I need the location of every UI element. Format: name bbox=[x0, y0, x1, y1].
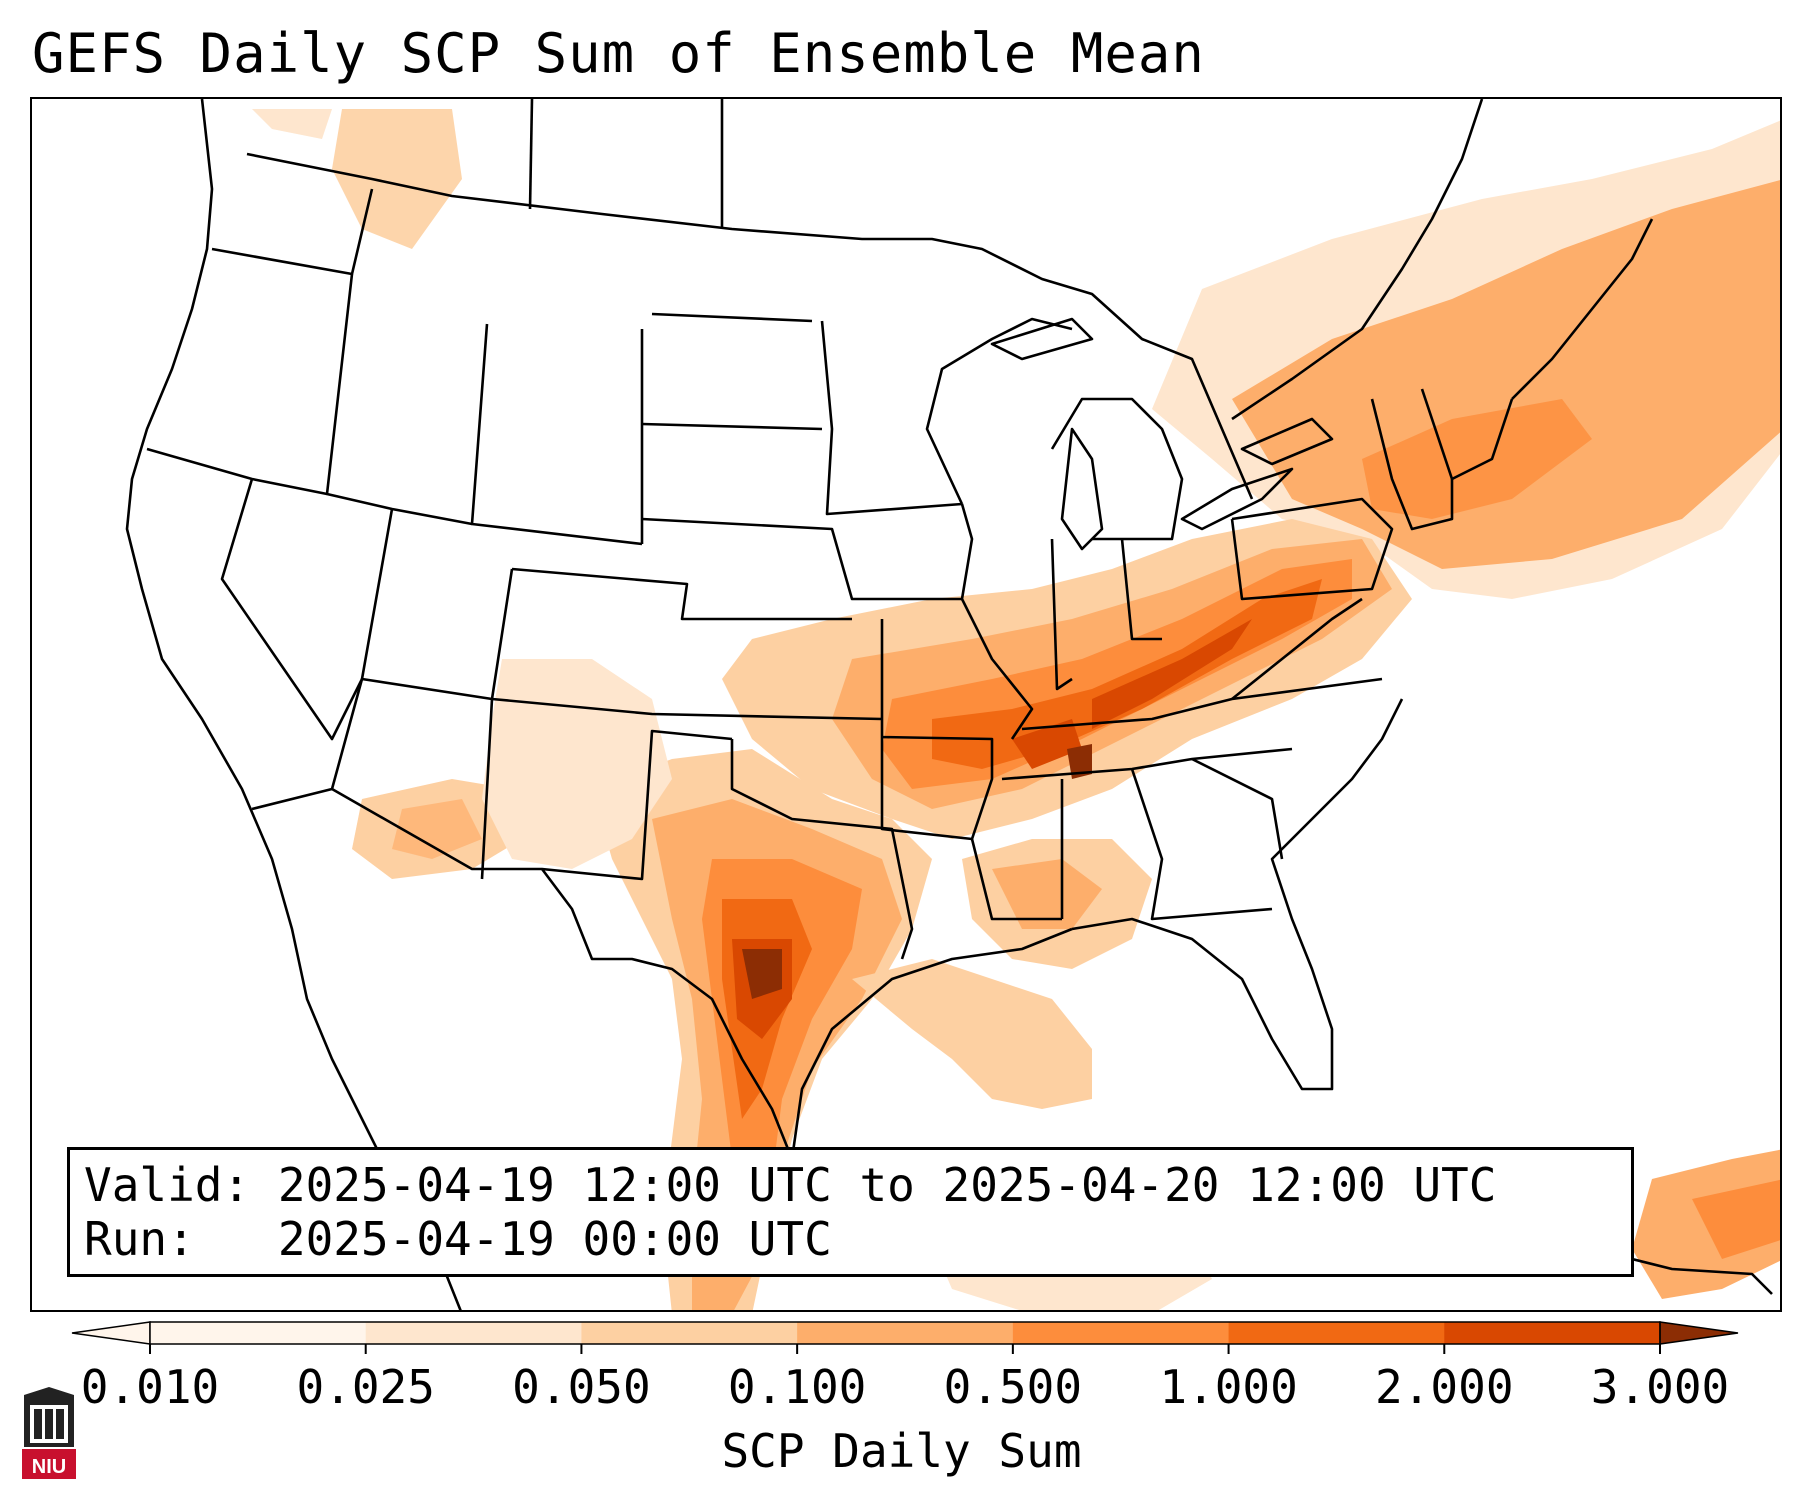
colorbar-segment bbox=[1444, 1322, 1661, 1344]
colorbar-outline bbox=[149, 1321, 1661, 1345]
scp-shading bbox=[252, 109, 1780, 1310]
colorbar-label: SCP Daily Sum bbox=[721, 1424, 1082, 1478]
logo-text: NIU bbox=[32, 1456, 66, 1478]
valid-label: Valid: bbox=[84, 1158, 251, 1212]
colorbar-segments bbox=[71, 1321, 1739, 1345]
colorbar-tick-label: 1.000 bbox=[1159, 1360, 1298, 1414]
run-time: 2025-04-19 00:00 UTC bbox=[277, 1212, 832, 1266]
colorbar bbox=[71, 1321, 1739, 1354]
colorbar-tick-label: 0.500 bbox=[943, 1360, 1083, 1414]
map-panel bbox=[30, 97, 1782, 1312]
colorbar-extend-min bbox=[71, 1321, 151, 1345]
colorbar-segment bbox=[797, 1322, 1014, 1344]
valid-run-info-box: Valid: 2025-04-19 12:00 UTC to 2025-04-2… bbox=[67, 1147, 1634, 1277]
colorbar-tick-label: 2.000 bbox=[1375, 1360, 1514, 1414]
colorbar-tick-label: 0.025 bbox=[296, 1360, 435, 1414]
colorbar-segment bbox=[1228, 1322, 1445, 1344]
colorbar-tick-label: 3.000 bbox=[1590, 1360, 1730, 1414]
colorbar-segment bbox=[150, 1322, 367, 1344]
map-title: GEFS Daily SCP Sum of Ensemble Mean bbox=[32, 22, 1205, 85]
colorbar-segment bbox=[581, 1322, 798, 1344]
colorbar-tick-label: 0.010 bbox=[80, 1360, 220, 1414]
niu-logo: NIU bbox=[22, 1387, 76, 1479]
colorbar-tick-label: 0.100 bbox=[727, 1360, 867, 1414]
map-canvas bbox=[125, 99, 1780, 1310]
colorbar-segment bbox=[365, 1322, 582, 1344]
colorbar-ticks bbox=[149, 1344, 1661, 1354]
state-borders bbox=[125, 99, 1773, 1310]
run-label: Run: bbox=[84, 1212, 195, 1266]
valid-time-range: 2025-04-19 12:00 UTC to 2025-04-20 12:00… bbox=[277, 1158, 1497, 1212]
colorbar-tick-label: 0.050 bbox=[512, 1360, 651, 1414]
colorbar-extend-max bbox=[1659, 1321, 1739, 1345]
colorbar-segment bbox=[1012, 1322, 1230, 1344]
